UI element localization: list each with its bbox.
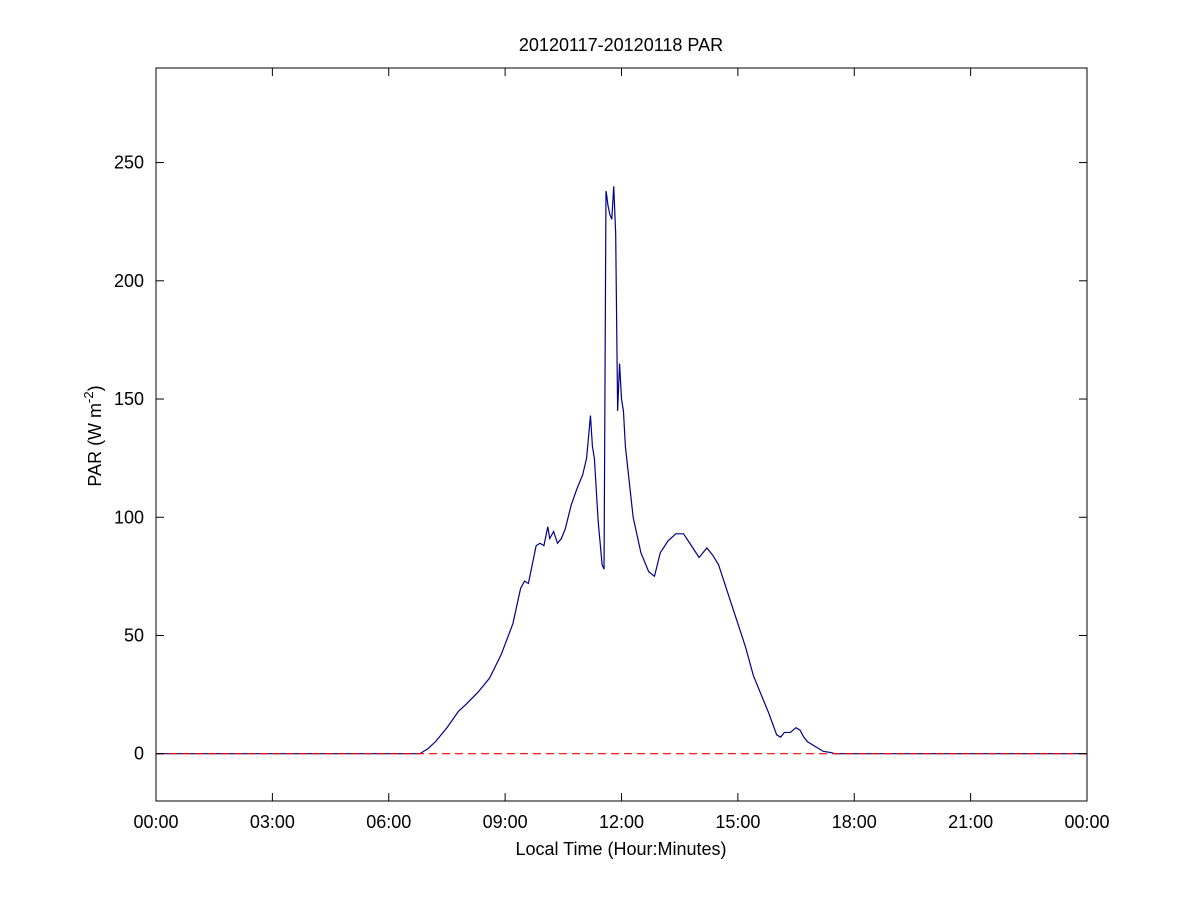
chart-title: 20120117-20120118 PAR (519, 35, 723, 55)
x-tick-label: 06:00 (366, 812, 411, 832)
x-tick-label: 15:00 (715, 812, 760, 832)
x-tick-label: 18:00 (832, 812, 877, 832)
x-tick-label: 21:00 (948, 812, 993, 832)
y-tick-label: 50 (124, 625, 144, 645)
y-tick-label: 0 (134, 744, 144, 764)
x-tick-label: 12:00 (599, 812, 644, 832)
y-axis-label-close: ) (85, 385, 105, 391)
plot-area: 00:00 03:00 06:00 09:00 12:00 15:00 18:00 21:00… (114, 67, 1110, 832)
x-tick-label: 00:00 (133, 812, 178, 832)
y-tick-label: 100 (114, 507, 144, 527)
x-tick-label: 03:00 (250, 812, 295, 832)
x-tick-label: 00:00 (1064, 812, 1109, 832)
x-axis-ticks: 00:00 03:00 06:00 09:00 12:00 15:00 18:00 21:00… (133, 68, 1110, 832)
series-layer (156, 186, 1087, 755)
y-tick-label: 250 (114, 153, 144, 173)
y-tick-label: 200 (114, 271, 144, 291)
y-axis-ticks: 0 50 100 150 200 250 (114, 153, 1087, 764)
par-series-line (156, 186, 1087, 755)
x-tick-label: 09:00 (483, 812, 528, 832)
y-axis-label-superscript: -2 (81, 391, 96, 403)
x-axis-label: Local Time (Hour:Minutes) (515, 839, 726, 859)
y-tick-label: 150 (114, 389, 144, 409)
y-axis-label: PAR (W m-2) (81, 385, 105, 486)
y-axis-label-main: PAR (W m (85, 403, 105, 487)
